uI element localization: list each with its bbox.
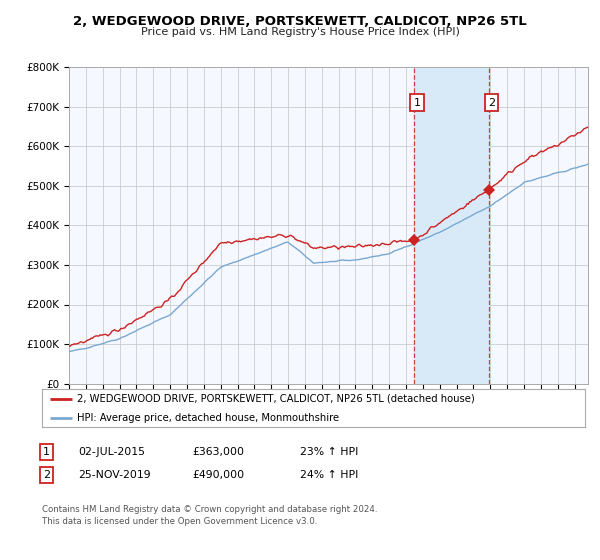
Text: £490,000: £490,000 xyxy=(192,470,244,480)
Text: Price paid vs. HM Land Registry's House Price Index (HPI): Price paid vs. HM Land Registry's House … xyxy=(140,27,460,37)
Text: 1: 1 xyxy=(413,98,421,108)
Text: 02-JUL-2015: 02-JUL-2015 xyxy=(78,447,145,457)
Text: 23% ↑ HPI: 23% ↑ HPI xyxy=(300,447,358,457)
Text: 2: 2 xyxy=(43,470,50,480)
Text: 25-NOV-2019: 25-NOV-2019 xyxy=(78,470,151,480)
Text: HPI: Average price, detached house, Monmouthshire: HPI: Average price, detached house, Monm… xyxy=(77,413,340,423)
Bar xyxy=(415,67,489,384)
Text: Contains HM Land Registry data © Crown copyright and database right 2024.
This d: Contains HM Land Registry data © Crown c… xyxy=(42,505,377,526)
Text: 2, WEDGEWOOD DRIVE, PORTSKEWETT, CALDICOT, NP26 5TL: 2, WEDGEWOOD DRIVE, PORTSKEWETT, CALDICO… xyxy=(73,15,527,27)
Text: 2: 2 xyxy=(488,98,495,108)
Text: 2, WEDGEWOOD DRIVE, PORTSKEWETT, CALDICOT, NP26 5TL (detached house): 2, WEDGEWOOD DRIVE, PORTSKEWETT, CALDICO… xyxy=(77,394,475,404)
Text: £363,000: £363,000 xyxy=(192,447,244,457)
Text: 1: 1 xyxy=(43,447,50,457)
Text: 24% ↑ HPI: 24% ↑ HPI xyxy=(300,470,358,480)
